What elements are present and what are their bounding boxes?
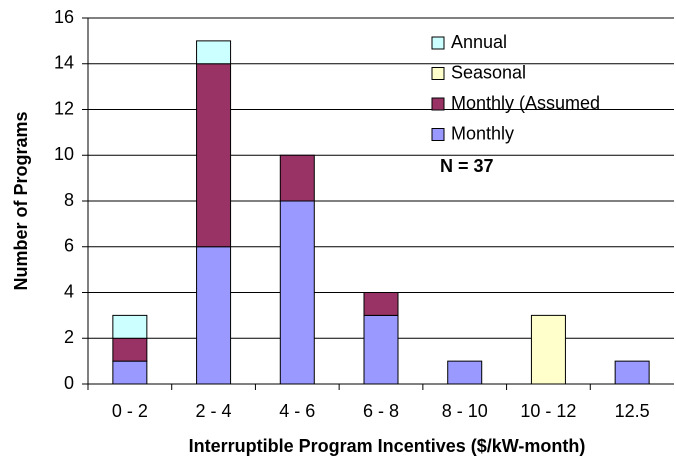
legend-swatch: [431, 128, 445, 141]
x-tick-label: 6 - 8: [363, 401, 399, 421]
x-tick-label: 0 - 2: [112, 401, 148, 421]
bar-segment: [196, 63, 232, 248]
bar-segment: [112, 314, 148, 339]
y-tick-label: 2: [64, 327, 74, 347]
y-tick-label: 10: [54, 144, 74, 164]
y-tick-label: 6: [64, 236, 74, 256]
y-tick-label: 0: [64, 373, 74, 393]
bar-segment: [447, 360, 483, 385]
bar-segment: [363, 292, 399, 316]
x-tick-label: 8 - 10: [442, 401, 488, 421]
y-tick-label: 16: [54, 7, 74, 27]
legend-label: Annual: [451, 32, 507, 52]
legend-swatch: [431, 97, 445, 111]
bar-segment: [196, 246, 232, 385]
bar-segment: [279, 154, 315, 202]
bar-segment: [614, 360, 650, 385]
y-tick-label: 14: [54, 53, 74, 73]
x-tick-label: 4 - 6: [279, 401, 315, 421]
bar-segment: [112, 360, 148, 385]
bar-segment: [363, 314, 399, 385]
bar-segment: [530, 314, 566, 385]
legend-label: Monthly: [451, 123, 514, 143]
y-tick-label: 8: [64, 190, 74, 210]
legend-swatch: [431, 36, 445, 50]
y-tick-label: 4: [64, 281, 74, 301]
legend-label: Monthly (Assumed: [451, 93, 600, 113]
legend-label: Seasonal: [451, 62, 526, 82]
bar-segment: [279, 200, 315, 385]
annotation: N = 37: [440, 156, 494, 176]
legend-swatch: [431, 67, 445, 80]
x-tick-label: 12.5: [615, 401, 650, 421]
x-axis-title: Interruptible Program Incentives ($/kW-m…: [189, 436, 586, 456]
y-tick-label: 12: [54, 98, 74, 118]
bar-segment: [196, 40, 232, 65]
x-tick-label: 10 - 12: [520, 401, 576, 421]
x-tick-label: 2 - 4: [196, 401, 232, 421]
y-axis-title: Number of Programs: [11, 111, 31, 290]
bar-segment: [112, 337, 148, 362]
